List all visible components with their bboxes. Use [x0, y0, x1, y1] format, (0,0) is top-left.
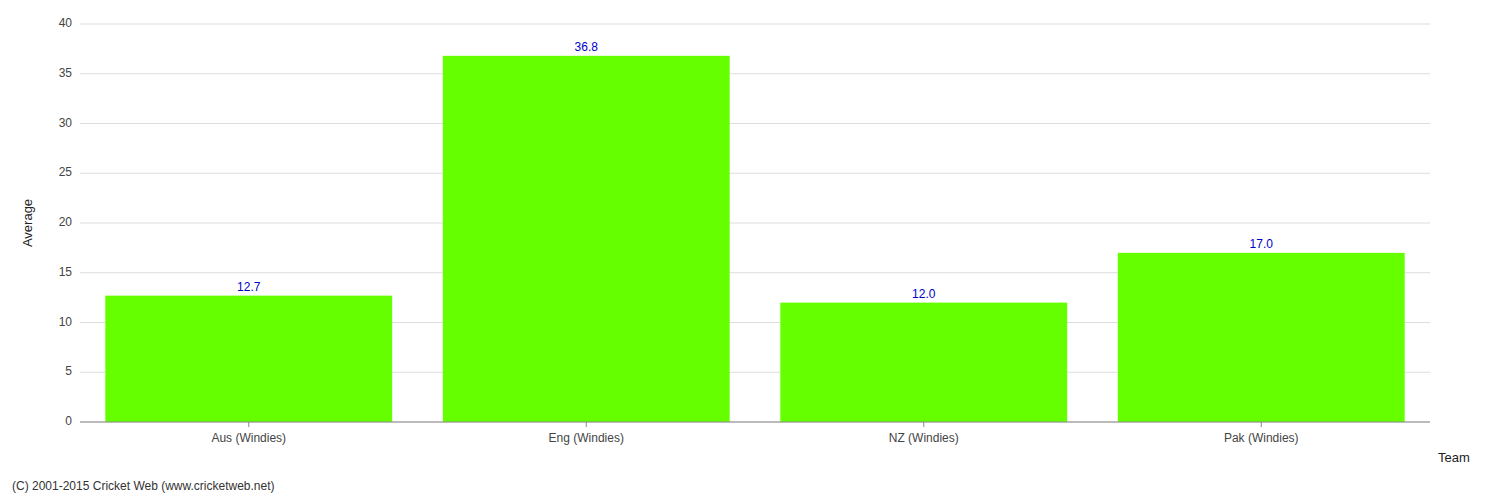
bars [105, 56, 1404, 422]
y-tick-label: 25 [59, 165, 73, 179]
grid-line [80, 24, 1430, 25]
y-axis-label: Average [20, 199, 35, 247]
x-axis-label: Team [1438, 450, 1470, 465]
x-axis: Aus (Windies) Eng (Windies) NZ (Windies) Pa… [80, 422, 1430, 445]
chart: 0 5 10 15 20 25 30 35 40 12.7 36.8 12.0 17.0 Aus (Win… [0, 0, 1500, 500]
y-axis: 0 5 10 15 20 25 30 35 40 [59, 16, 1430, 428]
x-tick [1261, 422, 1262, 427]
x-tick-label: Aus (Windies) [211, 431, 286, 445]
data-label: 17.0 [1250, 237, 1274, 251]
x-tick [923, 422, 924, 427]
y-tick-label: 10 [59, 315, 73, 329]
data-label: 12.7 [237, 280, 261, 294]
grid-line [80, 422, 1430, 423]
y-tick-label: 20 [59, 215, 73, 229]
x-tick [586, 422, 587, 427]
x-tick [248, 422, 249, 427]
bar [780, 303, 1067, 422]
grid-line [80, 123, 1430, 124]
grid-line [80, 223, 1430, 224]
x-tick-label: Pak (Windies) [1224, 431, 1299, 445]
footer-note: (C) 2001-2015 Cricket Web (www.cricketwe… [12, 479, 275, 493]
x-tick-label: NZ (Windies) [889, 431, 959, 445]
data-label: 12.0 [912, 287, 936, 301]
bar [1118, 253, 1405, 422]
bar [443, 56, 730, 422]
x-axis-line [80, 422, 1430, 423]
grid-line [80, 173, 1430, 174]
data-labels: 12.7 36.8 12.0 17.0 [237, 40, 1273, 301]
bar [105, 296, 392, 422]
x-tick-label: Eng (Windies) [549, 431, 624, 445]
y-tick-label: 35 [59, 66, 73, 80]
data-label: 36.8 [575, 40, 599, 54]
y-tick-label: 40 [59, 16, 73, 30]
y-tick-label: 0 [65, 414, 72, 428]
y-tick-label: 5 [65, 364, 72, 378]
grid-line [80, 73, 1430, 74]
y-tick-label: 15 [59, 265, 73, 279]
y-tick-label: 30 [59, 116, 73, 130]
